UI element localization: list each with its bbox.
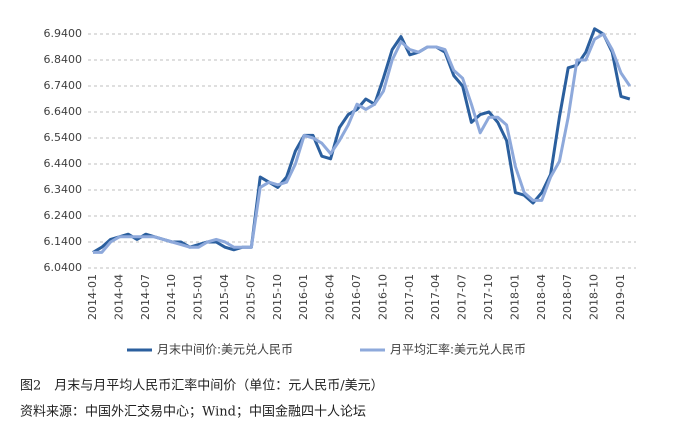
x-tick-label: 2014-07 [139,274,152,320]
x-tick-label: 2016-04 [324,274,337,320]
y-tick-label: 6.7400 [44,79,83,92]
caption: 图2 月末与月平均人民币汇率中间价（单位：元人民币/美元） [20,378,384,394]
x-tick-label: 2015-07 [244,274,257,320]
y-tick-label: 6.5400 [44,131,83,144]
x-tick-label: 2016-10 [376,274,389,320]
y-tick-label: 6.2400 [44,209,83,222]
legend-label: 月末中间价:美元兑人民币 [157,342,293,357]
source: 资料来源：中国外汇交易中心；Wind；中国金融四十人论坛 [20,404,366,420]
x-tick-label: 2015-04 [218,274,231,320]
y-tick-label: 6.0400 [44,261,83,274]
series-line [93,32,632,254]
x-tick-label: 2014-01 [86,274,99,320]
x-tick-label: 2015-10 [271,274,284,320]
x-tick-label: 2018-07 [561,274,574,320]
x-tick-label: 2018-04 [535,274,548,320]
y-tick-label: 6.4400 [44,157,83,170]
x-tick-label: 2014-10 [165,274,178,320]
x-tick-label: 2015-01 [192,274,205,320]
y-tick-label: 6.9400 [44,27,83,40]
x-tick-label: 2017-01 [403,274,416,320]
y-tick-label: 6.1400 [44,235,83,248]
x-tick-label: 2014-04 [112,274,125,320]
x-tick-label: 2019-01 [614,274,627,320]
x-tick-label: 2018-01 [508,274,521,320]
legend-label: 月平均汇率:美元兑人民币 [390,342,526,357]
y-tick-label: 6.8400 [44,53,83,66]
y-tick-label: 6.3400 [44,183,83,196]
x-tick-label: 2017-07 [456,274,469,320]
y-tick-label: 6.6400 [44,105,83,118]
series-line [92,27,631,254]
x-tick-label: 2017-04 [429,274,442,320]
x-tick-label: 2018-10 [588,274,601,320]
x-tick-label: 2016-07 [350,274,363,320]
x-tick-label: 2016-01 [297,274,310,320]
x-tick-label: 2017-10 [482,274,495,320]
